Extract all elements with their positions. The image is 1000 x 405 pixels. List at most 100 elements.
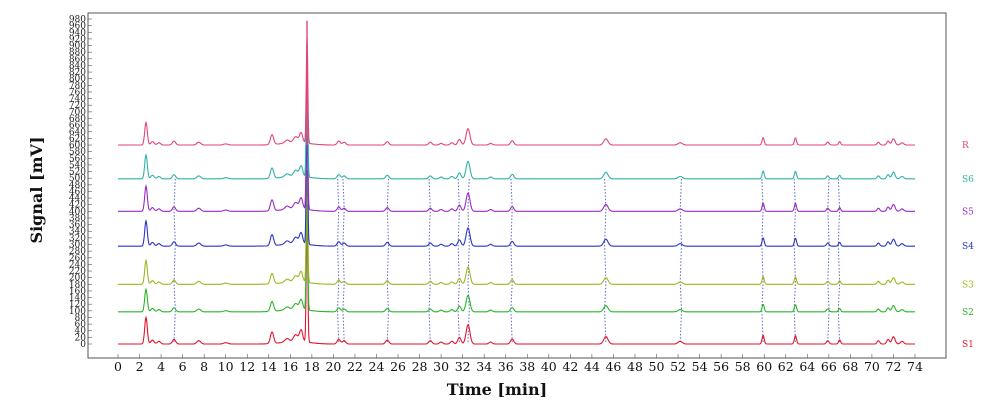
alignment-line xyxy=(428,176,431,343)
series-label-s5: S5 xyxy=(962,207,974,217)
series-label-s1: S1 xyxy=(962,340,974,350)
y-tick-label: 800 xyxy=(69,75,86,85)
y-tick-label: 400 xyxy=(69,207,86,217)
alignment-line xyxy=(679,176,683,343)
y-tick-label: 580 xyxy=(69,148,86,158)
y-tick-label: 680 xyxy=(69,114,86,124)
y-tick-label: 360 xyxy=(69,221,86,231)
y-tick-label: 560 xyxy=(69,154,86,164)
y-tick-label: 900 xyxy=(69,42,86,52)
y-tick-label: 220 xyxy=(69,267,86,277)
x-tick-label: 74 xyxy=(907,359,923,374)
alignment-line xyxy=(467,176,470,343)
x-tick-label: 42 xyxy=(562,359,578,374)
y-tick-label: 700 xyxy=(69,108,86,118)
y-tick-label: 620 xyxy=(69,134,86,144)
x-tick-label: 62 xyxy=(778,359,794,374)
y-tick-label: 520 xyxy=(69,168,86,178)
y-tick-label: 740 xyxy=(69,95,86,105)
series-trace-r xyxy=(118,37,915,146)
x-tick-label: 72 xyxy=(886,359,902,374)
series-trace-s3 xyxy=(118,170,915,285)
alignment-line xyxy=(386,176,390,343)
alignment-line xyxy=(837,176,841,343)
y-tick-label: 440 xyxy=(69,194,86,204)
x-tick-label: 34 xyxy=(476,359,492,374)
series-trace-s1 xyxy=(118,217,915,345)
series-labels: S1 S2 S3 S4 S5 S6 R xyxy=(962,141,974,350)
x-tick-label: 56 xyxy=(713,359,729,374)
y-axis-title: Signal [mV] xyxy=(27,137,46,244)
y-tick-label: 140 xyxy=(69,294,86,304)
x-tick-label: 64 xyxy=(799,359,815,374)
y-tick-label: 320 xyxy=(69,234,86,244)
y-tick-label: 980 xyxy=(69,15,86,25)
y-tick-label: 340 xyxy=(69,227,86,237)
alignment-line xyxy=(827,176,830,343)
x-tick-label: 58 xyxy=(735,359,751,374)
y-tick-label: 180 xyxy=(69,280,86,290)
x-tick-label: 38 xyxy=(519,359,535,374)
x-tick-label: 18 xyxy=(304,359,320,374)
alignment-line xyxy=(336,176,340,343)
y-tick-label: 20 xyxy=(75,333,87,343)
x-tick-label: 44 xyxy=(584,359,600,374)
series-trace-s2 xyxy=(118,203,915,313)
series-trace-s4 xyxy=(118,125,915,247)
series-trace-s6 xyxy=(118,64,915,180)
x-tick-label: 22 xyxy=(347,359,363,374)
y-tick-label: 640 xyxy=(69,128,86,138)
y-tick-label: 660 xyxy=(69,121,86,131)
y-tick-label: 60 xyxy=(75,320,87,330)
x-tick-label: 0 xyxy=(114,359,122,374)
alignment-line xyxy=(793,176,796,343)
y-tick-label: 600 xyxy=(69,141,86,151)
y-tick-label: 100 xyxy=(69,307,86,317)
x-tick-label: 60 xyxy=(756,359,772,374)
x-tick-label: 16 xyxy=(282,359,298,374)
alignment-line xyxy=(342,176,345,343)
y-tick-label: 840 xyxy=(69,61,86,71)
x-tick-label: 26 xyxy=(390,359,406,374)
x-tick-label: 32 xyxy=(455,359,471,374)
x-tick-label: 2 xyxy=(136,359,144,374)
x-tick-label: 30 xyxy=(433,359,449,374)
x-tick-label: 48 xyxy=(627,359,643,374)
x-tick-label: 24 xyxy=(369,359,385,374)
x-tick-label: 36 xyxy=(498,359,514,374)
x-axis-ticks: 0 2 4 6 8 10 12 14 16 18 20 22 24 26 28 30 32 34 36 38 40 42 4… xyxy=(114,354,923,374)
x-tick-label: 46 xyxy=(605,359,621,374)
y-tick-label: 460 xyxy=(69,187,86,197)
y-tick-label: 240 xyxy=(69,260,86,270)
x-tick-label: 54 xyxy=(692,359,708,374)
x-tick-label: 6 xyxy=(179,359,187,374)
x-tick-label: 50 xyxy=(649,359,665,374)
series-label-s4: S4 xyxy=(962,242,974,252)
x-tick-label: 28 xyxy=(412,359,428,374)
series-label-s2: S2 xyxy=(962,308,974,318)
y-tick-label: 260 xyxy=(69,254,86,264)
y-tick-label: 860 xyxy=(69,55,86,65)
y-tick-label: 120 xyxy=(69,300,86,310)
x-tick-label: 68 xyxy=(842,359,858,374)
y-tick-label: 300 xyxy=(69,241,86,251)
alignment-lines xyxy=(173,176,841,343)
y-tick-label: 820 xyxy=(69,68,86,78)
y-tick-label: 420 xyxy=(69,201,86,211)
series-traces xyxy=(118,20,915,345)
y-tick-label: 480 xyxy=(69,181,86,191)
y-tick-label: 780 xyxy=(69,81,86,91)
alignment-line xyxy=(761,176,764,343)
y-tick-label: 40 xyxy=(75,327,87,337)
y-tick-label: 80 xyxy=(75,313,87,323)
x-tick-label: 20 xyxy=(325,359,341,374)
alignment-line xyxy=(457,176,460,343)
y-tick-label: 540 xyxy=(69,161,86,171)
x-tick-label: 40 xyxy=(541,359,557,374)
series-label-s3: S3 xyxy=(962,280,974,290)
y-tick-label: 380 xyxy=(69,214,86,224)
x-tick-label: 14 xyxy=(261,359,277,374)
y-tick-label: 500 xyxy=(69,174,86,184)
x-axis-title: Time [min] xyxy=(447,380,547,399)
